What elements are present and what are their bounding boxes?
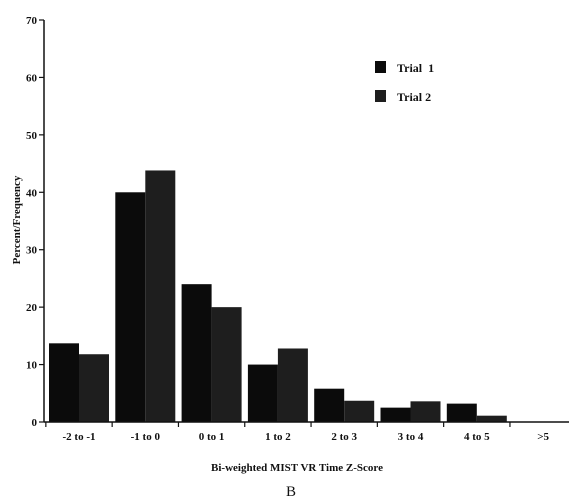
axes-layer: 0 10 20 30 40 50 60 70 -2 to -1 -1 to 0 0 to 1 1 to…	[26, 15, 569, 443]
bar-trial-2-6	[476, 415, 507, 422]
bar-trial-2-0	[79, 354, 109, 422]
x-tick-label: 1 to 2	[265, 431, 291, 443]
legend: Trial 1 Trial 2	[375, 61, 434, 104]
bar-trial-1-0	[49, 343, 79, 422]
bar-trial-2-4	[344, 400, 375, 422]
y-tick-label: 70	[26, 15, 38, 27]
bar-trial-1-2	[181, 284, 212, 422]
bars-layer	[49, 170, 507, 422]
panel-label: B	[286, 484, 296, 500]
legend-label-trial-2: Trial 2	[397, 90, 431, 104]
bar-trial-1-3	[247, 364, 278, 422]
y-tick-label: 60	[26, 72, 38, 84]
bar-trial-2-3	[277, 348, 308, 422]
y-tick-label: 0	[32, 417, 38, 429]
x-tick-label: 0 to 1	[199, 431, 225, 443]
y-axis-label: Percent/Frequency	[11, 175, 23, 264]
bar-trial-1-5	[380, 407, 411, 422]
y-tick-label: 50	[26, 130, 38, 142]
bar-trial-2-5	[410, 401, 441, 422]
bar-trial-1-6	[446, 403, 477, 422]
legend-swatch-trial-2	[375, 90, 386, 102]
bar-trial-1-1	[115, 192, 146, 422]
x-tick-label: >5	[537, 431, 549, 443]
y-tick-label: 30	[26, 245, 38, 257]
x-axis-label: Bi-weighted MIST VR Time Z-Score	[211, 462, 383, 474]
legend-label-trial-1: Trial 1	[397, 61, 434, 75]
y-tick-label: 40	[26, 187, 38, 199]
legend-swatch-trial-1	[375, 61, 386, 73]
x-tick-label: -2 to -1	[63, 431, 96, 443]
bar-trial-1-4	[314, 388, 345, 422]
bar-trial-2-2	[211, 307, 242, 422]
x-tick-label: -1 to 0	[131, 431, 161, 443]
x-tick-label: 2 to 3	[331, 431, 357, 443]
x-tick-label: 3 to 4	[398, 431, 424, 443]
y-tick-label: 10	[26, 360, 38, 372]
bar-trial-2-1	[145, 170, 176, 422]
x-tick-label: 4 to 5	[464, 431, 490, 443]
y-tick-label: 20	[26, 302, 38, 314]
